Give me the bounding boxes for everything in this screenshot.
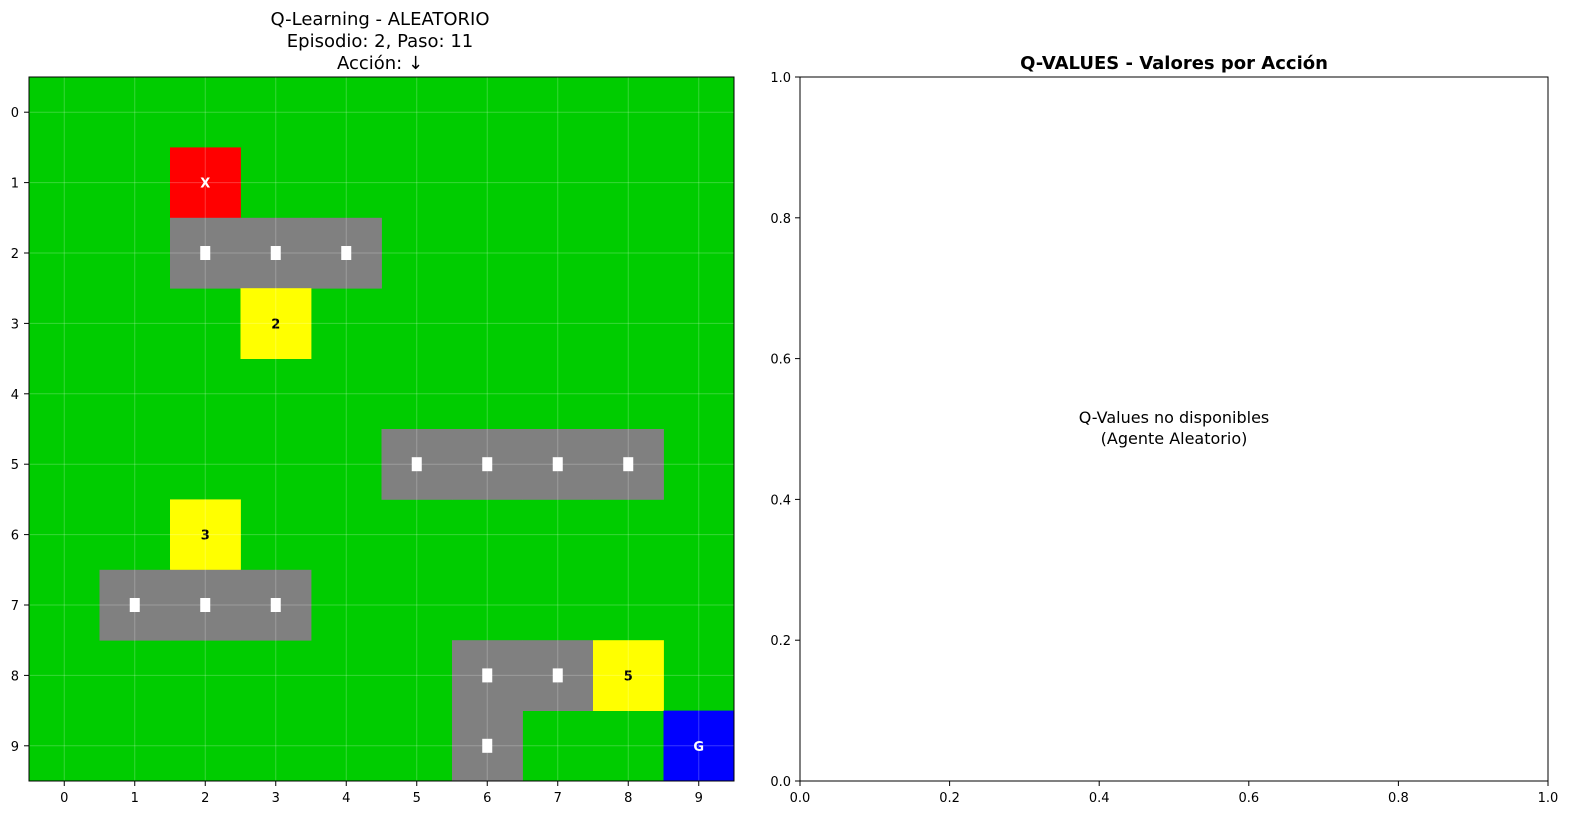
y-tick-label: 9 xyxy=(11,740,19,755)
obstacle-marker xyxy=(552,668,563,683)
grid-cell-bonus xyxy=(593,640,664,711)
q-y-tick-label: 0.6 xyxy=(770,353,791,368)
grid-cell-agent xyxy=(170,147,241,219)
obstacle-marker xyxy=(482,738,493,753)
grid-cell-label: 5 xyxy=(624,669,633,684)
x-tick-label: 9 xyxy=(695,791,703,806)
q-x-tick-label: 0.4 xyxy=(1089,791,1110,806)
x-tick-label: 6 xyxy=(483,791,491,806)
obstacle-marker xyxy=(129,598,140,612)
q-y-tick-label: 0.2 xyxy=(770,634,791,649)
grid-cells: X 2 3 5 G xyxy=(99,147,735,782)
grid-cell-label: 3 xyxy=(201,529,210,544)
grid-title-line3: Acción: ↓ xyxy=(337,53,423,74)
y-tick-label: 8 xyxy=(11,669,19,684)
grid-cell-label: 2 xyxy=(271,317,280,332)
grid-axis-ticks: 0 1 2 3 4 5 6 7 8 9 0 1 2 3 4 5 6 7 8 9 xyxy=(11,106,703,806)
obstacle-marker xyxy=(552,457,563,472)
obstacle-marker xyxy=(270,598,281,612)
grid-cell-bonus xyxy=(170,499,241,571)
y-tick-label: 3 xyxy=(11,317,19,332)
grid-cell-goal xyxy=(663,710,735,782)
q-values-axis-ticks: 0.0 0.2 0.4 0.6 0.8 1.0 0.0 0.2 0.4 0.6 0.8 1.0 xyxy=(770,71,1558,806)
grid-title-line2: Episodio: 2, Paso: 11 xyxy=(287,31,473,52)
obstacle-marker xyxy=(200,598,211,612)
y-tick-label: 0 xyxy=(11,106,19,121)
grid-lines xyxy=(29,77,734,781)
q-y-tick-label: 0.4 xyxy=(770,493,791,508)
grid-cell-label: G xyxy=(693,740,704,755)
q-x-tick-label: 1.0 xyxy=(1538,791,1559,806)
y-tick-label: 1 xyxy=(11,177,19,192)
obstacle-marker xyxy=(482,668,493,683)
q-values-message-line1: Q-Values no disponibles xyxy=(1079,408,1270,427)
y-tick-label: 6 xyxy=(11,529,19,544)
q-values-message-line2: (Agente Aleatorio) xyxy=(1101,429,1248,448)
obstacle-marker xyxy=(482,457,493,472)
q-values-axes-frame xyxy=(799,76,1549,782)
q-y-tick-label: 0.8 xyxy=(770,212,791,227)
obstacle-marker xyxy=(411,457,422,472)
obstacle-marker xyxy=(623,457,634,472)
q-x-tick-label: 0.8 xyxy=(1388,791,1409,806)
y-tick-label: 5 xyxy=(11,458,19,473)
q-y-tick-label: 1.0 xyxy=(770,71,791,86)
x-tick-label: 3 xyxy=(272,791,280,806)
y-tick-label: 7 xyxy=(11,599,19,614)
x-tick-label: 0 xyxy=(60,791,68,806)
y-tick-label: 2 xyxy=(11,247,19,262)
x-tick-label: 8 xyxy=(624,791,632,806)
q-y-tick-label: 0.0 xyxy=(770,775,791,790)
q-x-tick-label: 0.2 xyxy=(939,791,960,806)
x-tick-label: 7 xyxy=(554,791,562,806)
y-tick-label: 4 xyxy=(11,388,19,403)
x-tick-label: 2 xyxy=(201,791,209,806)
q-x-tick-label: 0.6 xyxy=(1238,791,1259,806)
x-tick-label: 1 xyxy=(131,791,139,806)
q-values-panel: Q-VALUES - Valores por Acción 0.0 0.2 0.4 0… xyxy=(770,53,1558,806)
grid-title-line1: Q-Learning - ALEATORIO xyxy=(270,9,489,30)
obstacle-marker xyxy=(200,246,211,260)
obstacle-marker xyxy=(270,246,281,260)
q-x-tick-label: 0.0 xyxy=(790,791,811,806)
grid-cell-label: X xyxy=(200,177,210,192)
x-tick-label: 5 xyxy=(413,791,421,806)
grid-cell-bonus xyxy=(240,288,312,359)
obstacle-marker xyxy=(341,246,352,260)
grid-axes-frame xyxy=(28,76,735,782)
q-values-title: Q-VALUES - Valores por Acción xyxy=(1020,53,1328,74)
grid-world-panel: Q-Learning - ALEATORIO Episodio: 2, Paso… xyxy=(11,9,735,806)
x-tick-label: 4 xyxy=(342,791,350,806)
